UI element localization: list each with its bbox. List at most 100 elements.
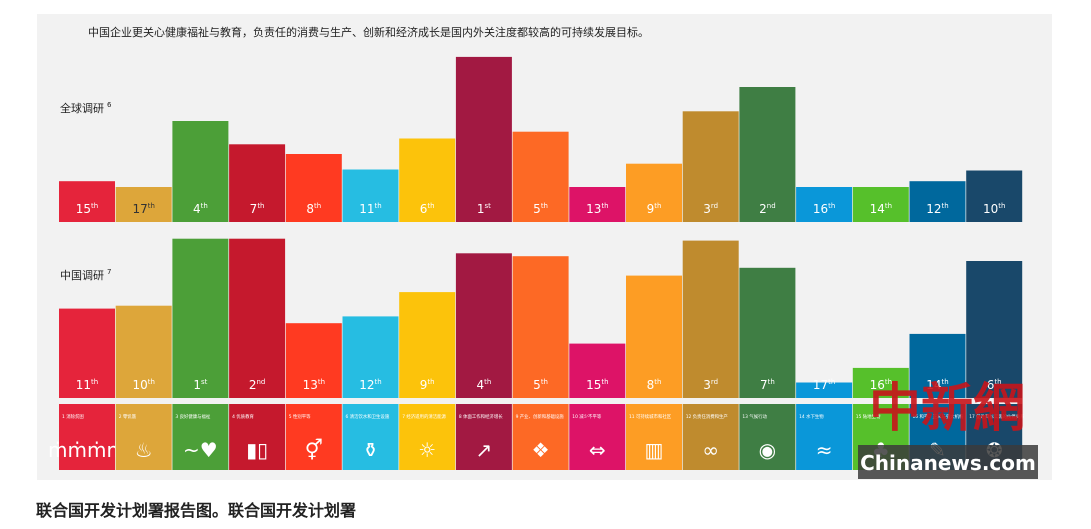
global-rank-label-11: 9th	[647, 202, 662, 216]
sdg-icon-6	[342, 404, 399, 470]
sdg-icon-label-5: 5 性别平等	[289, 413, 311, 420]
global-bar-14	[796, 187, 853, 222]
sdg-icon-label-14: 14 水下生物	[799, 413, 824, 420]
global-bar-16	[909, 181, 966, 222]
sdg-icon-glyph-14: ≈	[816, 438, 833, 462]
china-survey-panel: 中国调研 7 11th 10th 1st 2nd 13th 12th 9th 4th 5th 15t…	[59, 238, 1023, 398]
china-bar-2	[115, 305, 172, 398]
global-survey-panel: 全球调研 6 15th 17th 4th 7th 8th 11th 6th 1st 5th 13th…	[59, 56, 1023, 223]
sdg-icon-glyph-6: ⚱	[362, 438, 379, 462]
sdg-icon-glyph-10: ⇔	[589, 438, 606, 462]
china-bar-12	[682, 240, 739, 398]
sdg-icon-2	[115, 404, 172, 470]
global-bar-5	[285, 154, 342, 222]
china-bar-7	[399, 292, 456, 398]
sdg-icon-label-6: 6 清洁饮水和卫生设施	[346, 413, 390, 420]
watermark-site-background	[858, 445, 1038, 479]
global-rank-label-4: 7th	[250, 202, 265, 216]
china-bar-16	[909, 333, 966, 398]
global-bar-11	[626, 163, 682, 222]
china-rank-label-11: 8th	[647, 378, 662, 392]
sdg-icon-label-1: 1 消除贫困	[62, 413, 84, 420]
global-bar-6	[342, 169, 399, 222]
china-bar-14	[796, 382, 853, 398]
chart-title: 中国企业更关心健康福祉与教育，负责任的消费与生产、创新和经济成长是国内外关注度都…	[88, 25, 649, 39]
china-rank-label-13: 7th	[760, 378, 775, 392]
global-rank-label-6: 11th	[359, 202, 381, 216]
chinanews-watermark: 中新網 Chinanews.com	[858, 378, 1038, 479]
global-bar-4	[229, 144, 286, 222]
global-bar-13	[739, 87, 796, 222]
global-rank-label-12: 3rd	[703, 202, 718, 216]
sdg-icon-5	[285, 404, 342, 470]
global-bar-10	[569, 187, 626, 222]
china-bar-9	[512, 256, 569, 398]
watermark-logo: 中新網	[869, 378, 1025, 439]
sdg-icon-9	[512, 404, 569, 470]
sdg-icon-glyph-13: ◉	[759, 438, 776, 462]
global-rank-label-5: 8th	[306, 202, 321, 216]
global-rank-label-16: 12th	[926, 202, 948, 216]
sdg-icon-3	[172, 404, 229, 470]
sdg-icon-11	[626, 404, 682, 470]
sdg-icon-glyph-3: ~♥	[183, 438, 218, 462]
global-rank-label-3: 4th	[193, 202, 208, 216]
global-bar-17	[966, 170, 1023, 222]
china-rank-label-5: 13th	[303, 378, 325, 392]
china-rank-label-9: 5th	[533, 378, 548, 392]
global-bar-7	[399, 138, 456, 222]
sdg-icon-12	[682, 404, 739, 470]
global-rank-label-14: 16th	[813, 202, 835, 216]
global-bar-3	[172, 121, 229, 222]
sdg-icon-glyph-9: ❖	[532, 438, 550, 462]
sdg-icon-label-16: 16 和平、正义与强大机构	[913, 413, 964, 420]
sdg-icon-glyph-1: ṁṁṁṁ	[48, 438, 126, 462]
sdg-icon-label-8: 8 体面工作和经济增长	[459, 413, 503, 420]
sdg-icon-14	[796, 404, 853, 470]
sdg-icon-8	[455, 404, 512, 470]
sdg-icon-4	[229, 404, 286, 470]
china-bar-13	[739, 267, 796, 398]
global-survey-label: 全球调研 6	[60, 101, 112, 115]
sdg-icon-label-15: 15 陆地生物	[856, 413, 881, 420]
china-rank-label-3: 1st	[193, 378, 207, 392]
china-bar-11	[626, 275, 682, 398]
global-bar-15	[852, 187, 909, 222]
sdg-icon-label-2: 2 零饥饿	[119, 413, 137, 420]
sdg-icon-glyph-12: ∞	[702, 438, 719, 462]
global-rank-label-10: 13th	[586, 202, 608, 216]
china-survey-label: 中国调研 7	[60, 268, 111, 282]
global-rank-label-15: 14th	[870, 202, 892, 216]
sdg-icon-glyph-5: ⚥	[305, 438, 323, 462]
sdg-icon-label-4: 4 优质教育	[232, 413, 254, 420]
sdg-icon-glyph-4: ▮▯	[246, 438, 268, 462]
china-bar-15	[852, 367, 909, 398]
global-rank-label-17: 10th	[983, 202, 1005, 216]
china-rank-label-16: 14th	[926, 378, 948, 392]
sdg-icon-7	[399, 404, 456, 470]
watermark-site: Chinanews.com	[860, 451, 1036, 475]
china-rank-label-2: 10th	[132, 378, 154, 392]
global-bar-12	[682, 111, 739, 222]
china-bar-10	[569, 343, 626, 398]
china-bar-3	[172, 238, 229, 398]
china-rank-label-1: 11th	[76, 378, 98, 392]
global-rank-label-9: 5th	[533, 202, 548, 216]
sdg-icon-1	[59, 404, 115, 470]
china-bar-4	[229, 238, 286, 398]
china-rank-label-17: 6th	[987, 378, 1002, 392]
figure-caption: 联合国开发计划署报告图。联合国开发计划署	[36, 501, 357, 520]
sdg-icon-glyph-11: ▥	[645, 438, 664, 462]
sdg-icon-glyph-7: ☼	[418, 438, 436, 462]
sdg-icon-label-9: 9 产业、创新和基础设施	[516, 413, 565, 420]
china-rank-label-8: 4th	[476, 378, 491, 392]
global-rank-label-1: 15th	[76, 202, 98, 216]
global-rank-label-8: 1st	[477, 202, 491, 216]
sdg-icon-10	[569, 404, 626, 470]
sdg-icon-label-7: 7 经济适用的清洁能源	[402, 413, 446, 420]
sdg-icon-glyph-2: ♨	[135, 438, 153, 462]
sdg-icon-glyph-8: ↗	[476, 438, 493, 462]
sdg-icon-label-3: 3 良好健康与福祉	[175, 413, 211, 420]
china-rank-label-12: 3rd	[703, 378, 718, 392]
